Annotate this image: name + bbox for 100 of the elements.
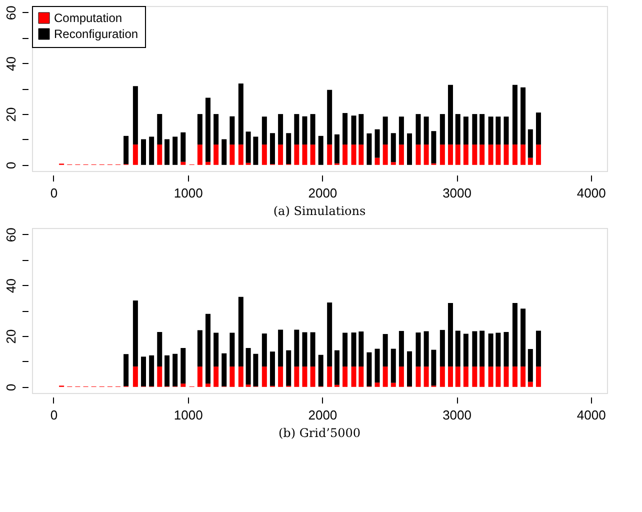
bar [351, 144, 356, 165]
text: (a) Simulations [273, 204, 366, 218]
bar [286, 133, 292, 164]
bar [149, 136, 154, 165]
bar [424, 144, 429, 165]
y-tick-label: 20 [4, 107, 18, 122]
bar [164, 139, 170, 165]
bar [358, 366, 364, 387]
bar [132, 144, 138, 165]
bar [520, 308, 526, 367]
bar [366, 133, 372, 165]
bar [132, 300, 138, 367]
legend-label: Reconfiguration [54, 27, 138, 41]
bar [327, 144, 332, 165]
bar [382, 334, 388, 367]
bar [205, 314, 210, 384]
bar [480, 144, 485, 165]
x-tick-label: 2000 [308, 408, 338, 422]
bar [310, 114, 316, 145]
bar [197, 114, 202, 145]
bar [366, 352, 372, 386]
bar [278, 114, 284, 145]
bar [230, 366, 235, 387]
bar [302, 116, 308, 145]
bar [472, 331, 478, 367]
bar [358, 144, 364, 165]
y-tick-label: 60 [4, 6, 18, 20]
bar [382, 116, 388, 145]
bar [488, 366, 494, 387]
bar [528, 349, 533, 382]
bar [463, 144, 468, 165]
bar [431, 350, 436, 386]
bar [351, 116, 356, 145]
bar [431, 131, 436, 164]
bar [157, 114, 162, 145]
bar [334, 350, 340, 385]
bar [214, 332, 219, 367]
bar [448, 303, 453, 367]
bar [180, 162, 186, 165]
bar [172, 136, 178, 165]
y-tick-label: 20 [4, 329, 18, 344]
bar [302, 144, 308, 165]
bar [157, 144, 162, 165]
bar [294, 114, 300, 145]
bar [455, 330, 460, 367]
bar [424, 331, 429, 367]
bar [270, 133, 275, 164]
x-tick-label: 0 [50, 186, 58, 200]
bar [512, 144, 518, 165]
bar [440, 330, 445, 367]
bar [374, 158, 380, 165]
bar [463, 334, 468, 367]
x-tick-label: 4000 [576, 186, 606, 200]
bar [230, 144, 235, 165]
bar [230, 332, 235, 367]
bar [214, 366, 219, 387]
bar [536, 366, 541, 387]
bar [496, 366, 501, 387]
bar [310, 332, 316, 367]
bar [205, 98, 210, 162]
bar [278, 330, 284, 367]
y-tick-label: 60 [4, 228, 18, 242]
bar [270, 352, 275, 386]
bar [374, 129, 380, 158]
bar [520, 144, 526, 165]
bar [488, 334, 494, 367]
bar [374, 348, 380, 383]
bar [342, 144, 348, 165]
bar [318, 354, 324, 386]
bar [504, 116, 509, 145]
bar [294, 366, 300, 387]
bar [358, 114, 364, 145]
bar [407, 351, 412, 386]
bar [164, 355, 170, 386]
x-tick-label: 4000 [576, 408, 606, 422]
bar [262, 144, 267, 165]
x-tick-label: 1000 [174, 186, 203, 200]
bar [455, 366, 460, 387]
bar [132, 366, 138, 387]
y-tick-label: 40 [4, 278, 18, 293]
bar [448, 84, 453, 145]
bar [246, 132, 251, 163]
bar [124, 354, 129, 386]
bar [504, 332, 509, 367]
bar [440, 114, 445, 145]
bar [488, 116, 494, 145]
bar [253, 354, 258, 386]
bar [390, 348, 396, 383]
bar [488, 144, 494, 165]
bar [141, 139, 146, 165]
bar [238, 144, 244, 165]
bar [180, 132, 186, 162]
x-tick-label: 1000 [174, 408, 203, 422]
bar [536, 112, 541, 145]
bar [238, 84, 244, 145]
bar [358, 331, 364, 367]
bar [512, 303, 518, 367]
bar [214, 114, 219, 145]
bar [180, 348, 186, 384]
bar [141, 356, 146, 386]
